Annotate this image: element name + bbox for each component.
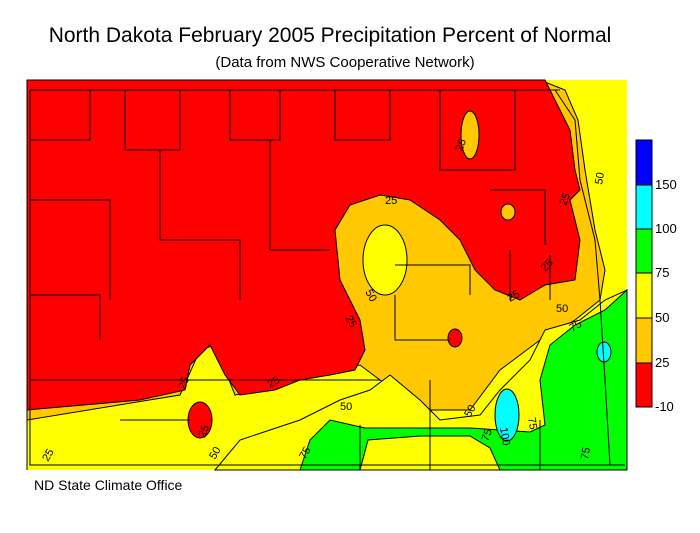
green-region (299, 288, 628, 471)
legend-label: 150 (655, 177, 677, 192)
cyan-patch (494, 388, 520, 442)
legend-swatch-blue (635, 139, 653, 186)
map-area (26, 79, 628, 471)
legend-swatch-yellow (635, 272, 653, 319)
legend-label: 50 (655, 310, 669, 325)
contour-label: 75 (480, 427, 495, 443)
contour-label: 50 (340, 401, 352, 413)
legend-swatch-red (635, 362, 653, 408)
contour-label: 50 (593, 171, 607, 185)
legend-swatch-green (635, 228, 653, 274)
legend-label: 100 (655, 221, 677, 236)
yellow-south-region (213, 289, 628, 471)
legend-swatch-orange (635, 317, 653, 364)
map-title: North Dakota February 2005 Precipitation… (48, 24, 612, 47)
contour-label: 75 (579, 446, 593, 460)
contour-label: 25 (266, 374, 283, 391)
legend-swatch-cyan (635, 184, 653, 230)
legend: 150 100 75 50 25 -10 (635, 139, 677, 414)
contour-label: 25 (506, 288, 523, 305)
legend-label: 75 (655, 265, 669, 280)
contour-label: 25 (385, 195, 397, 207)
contour-label: 25 (40, 447, 57, 464)
contour-labels: 25 25 25 25 25 25 25 25 25 50 50 50 50 5… (40, 137, 607, 463)
contour-label: 75 (525, 416, 539, 430)
map-subtitle: (Data from NWS Cooperative Network) (215, 54, 475, 71)
contour-label: 100 (497, 426, 512, 446)
credit-text: ND State Climate Office (34, 477, 183, 493)
contour-label: 50 (556, 303, 568, 315)
yellow-patch (362, 224, 408, 296)
orange-patch (500, 203, 516, 221)
contour-label: 50 (362, 288, 379, 305)
contour-label: 25 (342, 314, 359, 331)
contour-label: 50 (207, 445, 224, 462)
contour-label: 75 (568, 318, 585, 335)
contour-label: 50 (462, 403, 479, 420)
red-patch (447, 328, 463, 348)
county-lines (29, 89, 625, 470)
legend-label: 25 (655, 355, 669, 370)
contour-label: 75 (297, 445, 314, 462)
contour-label: 25 (558, 191, 573, 207)
contour-label: 25 (197, 423, 212, 439)
contour-label: 25 (177, 375, 192, 391)
red-region (26, 79, 581, 411)
legend-label: -10 (655, 399, 674, 414)
orange-patch (460, 110, 480, 160)
contour-label: 25 (454, 137, 469, 153)
